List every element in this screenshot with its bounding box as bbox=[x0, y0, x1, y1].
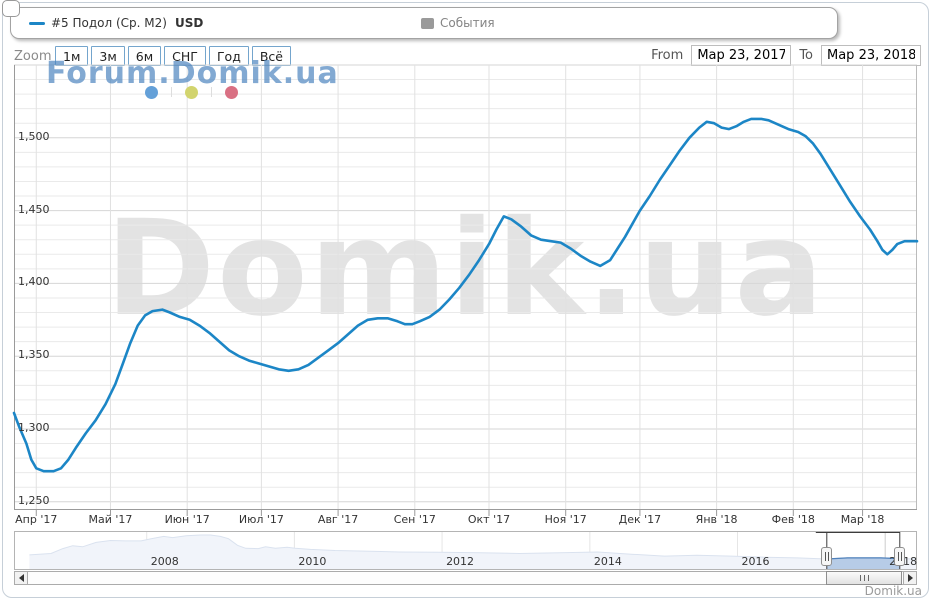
navigator-selected-area bbox=[826, 557, 900, 569]
date-range: From To bbox=[651, 45, 921, 66]
event-dot[interactable] bbox=[225, 86, 238, 99]
event-dot[interactable] bbox=[145, 86, 158, 99]
navigator-year-label: 2008 bbox=[150, 555, 179, 568]
navigator-year-label: 2014 bbox=[593, 555, 622, 568]
series-label: #5 Подол (Ср. М2) bbox=[51, 16, 167, 30]
y-axis-label: 1,450 bbox=[18, 202, 50, 216]
y-axis-label: 1,400 bbox=[18, 275, 50, 289]
x-axis-label: Фев '18 bbox=[771, 513, 815, 526]
scrollbar[interactable] bbox=[14, 571, 917, 585]
from-date-input[interactable] bbox=[691, 45, 792, 66]
x-axis-label: Июн '17 bbox=[164, 513, 210, 526]
navigator[interactable]: 200820102012201420162018 bbox=[14, 531, 917, 570]
navigator-svg bbox=[15, 532, 916, 569]
legend-item-events[interactable]: События bbox=[421, 8, 495, 38]
navigator-year-label: 2010 bbox=[298, 555, 327, 568]
legend-bar: #5 Подол (Ср. М2) USD События bbox=[10, 7, 838, 39]
zoom-button-ytd[interactable]: СНГ bbox=[164, 46, 206, 66]
arrow-left-icon bbox=[18, 574, 24, 582]
x-axis-label: Сен '17 bbox=[393, 513, 436, 526]
scrollbar-right-button[interactable] bbox=[903, 572, 916, 584]
y-axis-label: 1,350 bbox=[18, 348, 50, 362]
event-separator bbox=[211, 87, 212, 97]
x-axis-label: Янв '18 bbox=[695, 513, 738, 526]
series-line-swatch bbox=[29, 21, 45, 25]
price-series-line bbox=[12, 117, 919, 473]
from-label: From bbox=[651, 48, 684, 63]
watermark-forum-domik: Forum.Domik.ua bbox=[46, 56, 339, 91]
events-label: События bbox=[440, 16, 495, 30]
x-axis-label: Авг '17 bbox=[317, 513, 359, 526]
legend-item-series[interactable]: #5 Подол (Ср. М2) USD bbox=[29, 8, 203, 38]
x-axis-label: Апр '17 bbox=[15, 513, 58, 526]
event-separator bbox=[171, 87, 172, 97]
x-axis-label: Май '17 bbox=[88, 513, 133, 526]
zoom-label: Zoom bbox=[14, 49, 52, 64]
to-label: To bbox=[799, 48, 813, 63]
navigator-left-handle[interactable] bbox=[821, 547, 833, 566]
navigator-year-label: 2016 bbox=[741, 555, 770, 568]
zoom-buttons: 1м 3м 6м СНГ Год Всё bbox=[55, 46, 291, 66]
y-axis-label: 1,250 bbox=[18, 493, 50, 507]
y-axis-label: 1,500 bbox=[18, 129, 50, 143]
x-axis-label: Ноя '17 bbox=[544, 513, 587, 526]
x-axis-label: Мар '18 bbox=[840, 513, 885, 526]
collapse-tab[interactable] bbox=[2, 0, 20, 17]
price-chart-plot-area[interactable] bbox=[12, 64, 919, 516]
event-dot[interactable] bbox=[185, 86, 198, 99]
x-axis-label: Июл '17 bbox=[238, 513, 284, 526]
arrow-right-icon bbox=[907, 574, 913, 582]
y-axis-label: 1,300 bbox=[18, 421, 50, 434]
credit-link[interactable]: Domik.ua bbox=[864, 584, 922, 598]
x-axis-label: Окт '17 bbox=[467, 513, 511, 526]
scrollbar-thumb[interactable] bbox=[826, 571, 903, 585]
plot-svg bbox=[12, 64, 919, 516]
to-date-input[interactable] bbox=[821, 45, 921, 66]
navigator-right-handle[interactable] bbox=[894, 547, 906, 566]
scrollbar-left-button[interactable] bbox=[15, 572, 28, 584]
series-unit: USD bbox=[174, 16, 204, 30]
x-axis-label: Дек '17 bbox=[618, 513, 662, 526]
navigator-year-label: 2012 bbox=[446, 555, 475, 568]
events-swatch bbox=[421, 17, 434, 29]
